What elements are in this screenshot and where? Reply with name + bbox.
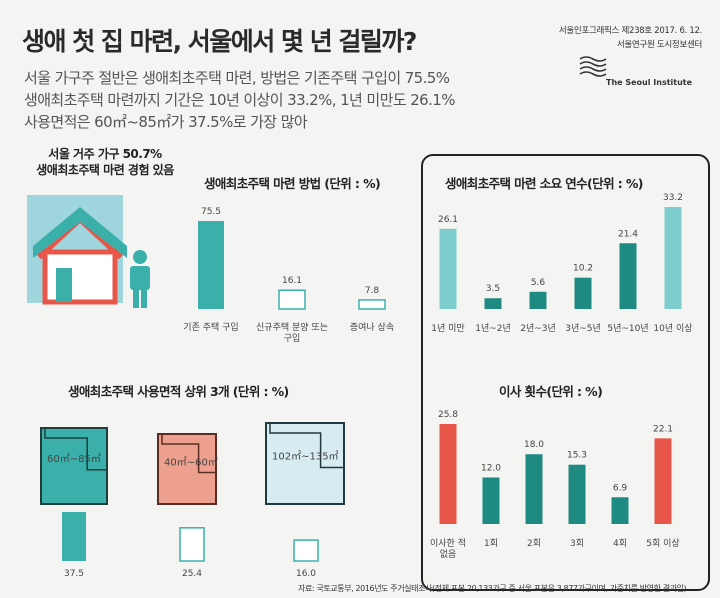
subtitle-line-1: 서울 가구주 절반은 생애최초주택 마련, 방법은 기존주택 구입이 75.5% <box>24 69 450 87</box>
experience-line-1: 서울 거주 가구 50.7% <box>48 147 162 161</box>
duration-and-moves-panel <box>421 154 710 591</box>
duration-value-label: 26.1 <box>438 215 458 225</box>
floor-plan-wall-icon <box>161 434 216 474</box>
moves-bar <box>611 497 629 524</box>
method-category-label: 구입 <box>284 332 301 344</box>
subtitle-line-2: 생애최초주택 마련까지 기간은 10년 이상이 33.2%, 1년 미만도 26… <box>24 91 455 109</box>
moves-category-label: 이사한 적 <box>430 537 466 549</box>
floor-plan-icon <box>157 433 217 505</box>
duration-value-label: 3.5 <box>486 284 500 294</box>
page-title: 생애 첫 집 마련, 서울에서 몇 년 걸릴까? <box>22 27 417 56</box>
moves-bar <box>482 477 500 524</box>
org-name: 서울연구원 도시정보센터 <box>616 40 702 50</box>
moves-category-label: 3회 <box>570 538 584 549</box>
moves-value-label: 12.0 <box>481 463 501 473</box>
area-chart-title: 생애최초주택 사용면적 상위 3개 (단위 : %) <box>68 384 289 399</box>
experience-summary: 서울 거주 가구 50.7% 생애최초주택 마련 경험 있음 <box>30 146 180 178</box>
method-bar <box>358 299 386 310</box>
moves-value-label: 25.8 <box>438 410 458 420</box>
moves-bar <box>568 464 586 524</box>
method-bar <box>198 221 224 309</box>
method-value-label: 7.8 <box>365 286 380 296</box>
duration-category-label: 10년 이상 <box>653 323 692 334</box>
duration-bar <box>529 291 547 309</box>
duration-bar <box>439 228 457 309</box>
floor-plan-wall-icon <box>44 428 107 471</box>
area-category-label: 40㎡~60㎡ <box>164 457 218 469</box>
method-category-label: 기존 주택 구입 <box>183 321 238 333</box>
method-value-label: 16.1 <box>282 276 302 286</box>
method-bar <box>278 289 306 310</box>
area-category-label: 60㎡~85㎡ <box>47 453 101 465</box>
moves-category-label: 5회 이상 <box>646 538 679 549</box>
floor-plan-icon <box>265 422 345 505</box>
moves-chart-title: 이사 횟수(단위 : %) <box>499 384 603 399</box>
moves-category-label: 없음 <box>440 549 457 560</box>
area-value-label: 16.0 <box>296 569 316 579</box>
org-name-english: The Seoul Institute <box>606 78 693 87</box>
duration-value-label: 10.2 <box>573 264 593 274</box>
method-chart-title: 생애최초주택 마련 방법 (단위 : %) <box>204 176 381 191</box>
duration-category-label: 1년 미만 <box>431 323 464 334</box>
method-category-label: 증여나 상속 <box>350 321 394 333</box>
issue-info: 서울인포그래픽스 제238호 2017. 6. 12. <box>558 26 702 36</box>
area-bar <box>62 512 86 561</box>
duration-category-label: 2년~3년 <box>520 323 556 334</box>
area-value-label: 37.5 <box>64 569 84 579</box>
moves-value-label: 15.3 <box>567 451 587 461</box>
method-category-label: 신규주택 분양 또는 <box>256 322 328 333</box>
moves-category-label: 2회 <box>527 538 541 549</box>
moves-bar <box>525 454 543 524</box>
moves-bar <box>654 438 672 524</box>
experience-line-2: 생애최초주택 마련 경험 있음 <box>36 163 174 177</box>
area-bar <box>293 539 319 562</box>
floor-plan-wall-icon <box>269 423 344 469</box>
duration-value-label: 5.6 <box>531 278 546 288</box>
duration-bar <box>619 243 637 309</box>
duration-value-label: 33.2 <box>663 193 683 203</box>
moves-value-label: 18.0 <box>524 440 544 450</box>
moves-category-label: 1회 <box>484 538 498 549</box>
source-note: 자료: 국토교통부, 2016년도 주거실태조사(전체 표본 20,133가구 … <box>298 584 687 593</box>
moves-bar <box>439 424 457 524</box>
duration-chart-title: 생애최초주택 마련 소요 연수(단위 : %) <box>445 176 644 191</box>
method-value-label: 75.5 <box>201 207 221 217</box>
duration-category-label: 5년~10년 <box>607 323 648 334</box>
duration-value-label: 21.4 <box>618 229 638 239</box>
duration-category-label: 3년~5년 <box>565 323 601 334</box>
area-bar <box>179 527 205 562</box>
subtitle-line-3: 사용면적은 60㎡~85㎡가 37.5%로 가장 많아 <box>24 113 308 131</box>
duration-category-label: 1년~2년 <box>475 323 511 334</box>
moves-value-label: 22.1 <box>653 424 673 434</box>
area-value-label: 25.4 <box>182 569 202 579</box>
duration-bar <box>664 207 682 309</box>
moves-value-label: 6.9 <box>613 483 628 493</box>
duration-bar <box>574 277 592 309</box>
duration-bar <box>484 298 502 309</box>
floor-plan-icon <box>40 427 108 505</box>
moves-category-label: 4회 <box>613 538 627 549</box>
area-category-label: 102㎡~135㎡ <box>272 450 339 462</box>
